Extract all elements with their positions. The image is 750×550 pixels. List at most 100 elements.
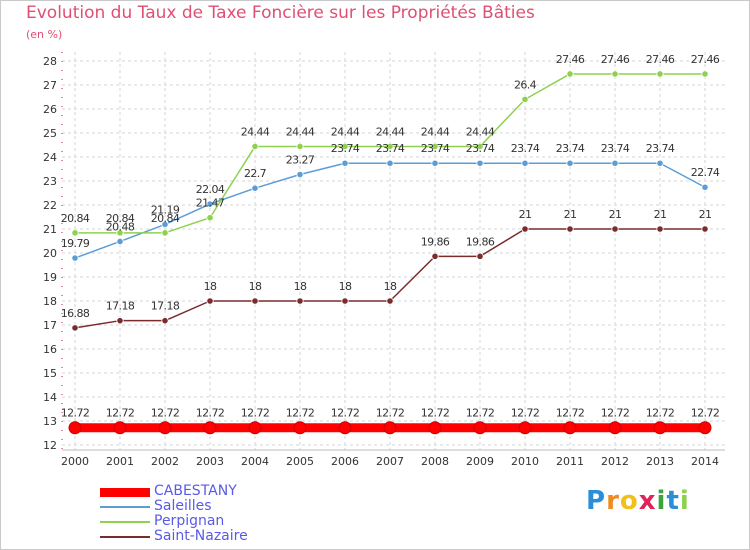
data-label-cabestany: 12.72 (151, 407, 180, 420)
data-point-perpignan (701, 70, 709, 78)
data-point-saint-nazaire (206, 297, 214, 305)
data-point-saleilles (206, 200, 214, 208)
data-label-perpignan: 20.84 (151, 212, 180, 225)
y-tick-label: 15 (43, 367, 57, 380)
x-tick-label: 2008 (421, 455, 449, 468)
data-label-saint-nazaire: 21 (564, 208, 577, 221)
data-label-saint-nazaire: 18 (204, 280, 217, 293)
data-point-perpignan (386, 142, 394, 151)
data-label-cabestany: 12.72 (286, 407, 315, 420)
data-point-saint-nazaire (341, 297, 349, 305)
y-tick-label: 21 (43, 223, 57, 236)
data-point-perpignan (71, 229, 79, 237)
data-label-saleilles: 19.79 (61, 237, 90, 250)
y-tick-label: 19 (43, 271, 57, 284)
x-tick-label: 2010 (511, 455, 539, 468)
data-label-perpignan: 27.46 (601, 53, 630, 66)
data-label-saint-nazaire: 21 (609, 208, 622, 221)
data-point-cabestany (113, 421, 127, 435)
data-point-cabestany (248, 421, 262, 435)
data-point-perpignan (161, 229, 169, 237)
data-point-cabestany (293, 421, 307, 435)
y-tick-label: 18 (43, 295, 57, 308)
data-label-cabestany: 12.72 (601, 407, 630, 420)
y-tick-label: 22 (43, 199, 57, 212)
data-label-perpignan: 24.44 (376, 125, 405, 138)
legend-swatch-cabestany (100, 487, 150, 497)
data-point-cabestany (158, 421, 172, 435)
data-point-perpignan (206, 214, 214, 222)
data-point-saleilles (611, 159, 619, 167)
legend-item-perpignan: Perpignan (100, 513, 400, 530)
data-label-cabestany: 12.72 (646, 407, 675, 420)
data-point-saint-nazaire (386, 297, 394, 305)
data-label-saleilles: 23.74 (376, 142, 405, 155)
data-point-saleilles (161, 220, 169, 229)
data-point-cabestany (518, 421, 532, 435)
legend-label-saint-nazaire: Saint-Nazaire (154, 528, 248, 544)
legend-swatch-saint-nazaire (100, 536, 150, 538)
data-point-saleilles (521, 159, 529, 167)
data-point-cabestany (563, 421, 577, 435)
series-line-saint-nazaire (74, 228, 706, 329)
data-label-perpignan: 24.44 (421, 125, 450, 138)
data-label-perpignan: 20.84 (61, 212, 90, 225)
data-point-perpignan (656, 70, 664, 78)
data-label-saint-nazaire: 19.86 (466, 235, 495, 248)
data-point-saint-nazaire (71, 324, 79, 332)
data-point-perpignan (251, 142, 259, 151)
legend-swatch-saleilles (100, 506, 150, 508)
x-tick-label: 2012 (601, 455, 629, 468)
y-tick-label: 14 (43, 391, 57, 404)
x-tick-label: 2004 (241, 455, 269, 468)
data-label-saleilles: 21.19 (151, 203, 180, 216)
data-label-saint-nazaire: 17.18 (106, 300, 135, 313)
data-point-saint-nazaire (701, 225, 709, 233)
data-label-perpignan: 24.44 (286, 125, 315, 138)
legend-item-saint-nazaire: Saint-Nazaire (100, 528, 400, 545)
data-point-cabestany (338, 421, 352, 435)
data-label-saleilles: 23.27 (286, 154, 315, 167)
data-label-cabestany: 12.72 (331, 407, 360, 420)
x-tick-label: 2009 (466, 455, 494, 468)
data-point-saint-nazaire (566, 225, 574, 233)
data-label-saleilles: 23.74 (466, 142, 495, 155)
x-tick-label: 2002 (151, 455, 179, 468)
data-label-saleilles: 20.48 (106, 220, 135, 233)
data-label-saint-nazaire: 16.88 (61, 307, 90, 320)
data-point-cabestany (698, 421, 712, 435)
data-label-saint-nazaire: 17.18 (151, 300, 180, 313)
data-point-cabestany (428, 421, 442, 435)
data-point-cabestany (473, 421, 487, 435)
data-label-perpignan: 24.44 (331, 125, 360, 138)
legend-swatch-perpignan (100, 521, 150, 523)
data-point-saleilles (71, 254, 79, 262)
data-label-cabestany: 12.72 (511, 407, 540, 420)
legend-item-saleilles: Saleilles (100, 498, 400, 515)
data-point-saleilles (476, 159, 484, 167)
y-tick-label: 28 (43, 55, 57, 68)
data-point-perpignan (341, 142, 349, 151)
data-label-saleilles: 23.74 (421, 142, 450, 155)
y-tick-label: 25 (43, 127, 57, 140)
data-label-saleilles: 23.74 (511, 142, 540, 155)
data-label-saleilles: 23.74 (601, 142, 630, 155)
data-label-perpignan: 27.46 (556, 53, 585, 66)
legend-item-cabestany: CABESTANY (100, 483, 400, 500)
data-label-perpignan: 27.46 (646, 53, 675, 66)
data-label-cabestany: 12.72 (196, 407, 225, 420)
y-tick-label: 12 (43, 439, 57, 452)
data-label-saint-nazaire: 18 (249, 280, 262, 293)
data-point-cabestany (68, 421, 82, 435)
data-point-perpignan (521, 95, 529, 104)
data-point-saleilles (251, 184, 259, 192)
data-point-saint-nazaire (656, 225, 664, 233)
data-label-saleilles: 23.74 (556, 142, 585, 155)
y-tick-label: 16 (43, 343, 57, 356)
data-label-saleilles: 22.04 (196, 183, 225, 196)
x-tick-label: 2005 (286, 455, 314, 468)
data-point-perpignan (611, 70, 619, 78)
y-tick-label: 20 (43, 247, 57, 260)
y-tick-label: 26 (43, 103, 57, 116)
data-point-perpignan (566, 70, 574, 78)
